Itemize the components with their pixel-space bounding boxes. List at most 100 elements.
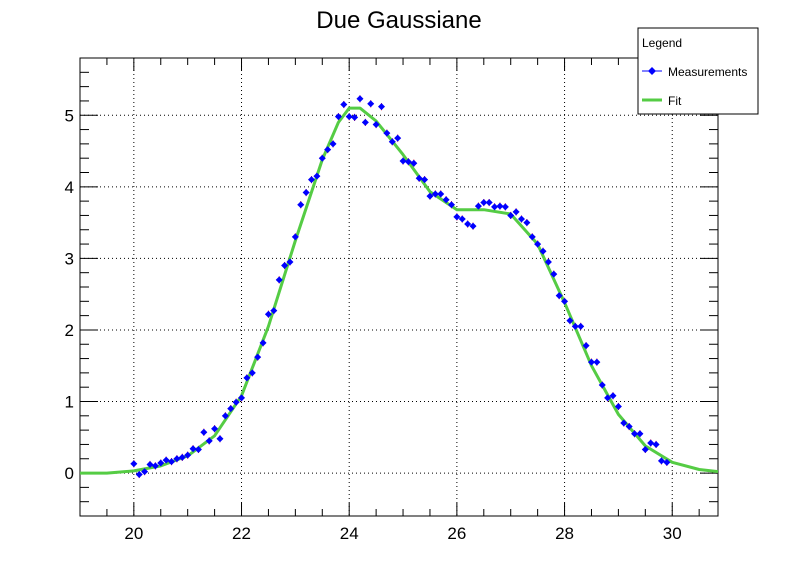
data-point: [507, 211, 515, 219]
data-point: [609, 392, 617, 400]
data-point: [571, 322, 579, 330]
x-tick-label: 20: [124, 524, 143, 543]
data-point: [620, 419, 628, 427]
data-point: [421, 176, 429, 184]
data-point: [238, 394, 246, 402]
data-point: [587, 358, 595, 366]
data-point: [383, 129, 391, 137]
data-point: [636, 430, 644, 438]
x-tick-labels: 20 22 24 26 28 30: [124, 524, 681, 543]
data-point: [313, 172, 321, 180]
data-point: [130, 460, 138, 468]
data-point: [367, 100, 375, 108]
data-point: [345, 113, 353, 121]
y-tick-label: 0: [65, 464, 74, 483]
x-tick-label: 28: [555, 524, 574, 543]
data-point: [378, 103, 386, 111]
data-point: [415, 174, 423, 182]
data-point: [281, 262, 289, 270]
data-point: [184, 451, 192, 459]
x-tick-label: 30: [663, 524, 682, 543]
data-point: [480, 199, 488, 207]
data-point: [232, 398, 240, 406]
data-point: [647, 439, 655, 447]
data-point: [162, 456, 170, 464]
data-point: [329, 140, 337, 148]
data-point: [641, 445, 649, 453]
data-point: [404, 158, 412, 166]
data-point: [550, 270, 558, 278]
data-point: [157, 459, 165, 467]
data-point: [577, 322, 585, 330]
data-point: [356, 95, 364, 103]
data-point: [216, 435, 224, 443]
data-point: [211, 425, 219, 433]
y-tick-label: 1: [65, 393, 74, 412]
data-point: [270, 307, 278, 315]
data-point: [544, 258, 552, 266]
data-point: [286, 258, 294, 266]
data-point: [254, 353, 262, 361]
data-point: [657, 457, 665, 465]
data-point: [173, 455, 181, 463]
data-point: [146, 460, 154, 468]
data-point: [539, 247, 547, 255]
data-point: [399, 157, 407, 165]
y-tick-label: 4: [65, 178, 74, 197]
chart-title: Due Gaussiane: [316, 7, 481, 34]
data-point: [517, 215, 525, 223]
data-point: [625, 423, 633, 431]
data-point: [582, 342, 590, 350]
data-point: [135, 470, 143, 478]
data-point: [227, 405, 235, 413]
data-point: [351, 113, 359, 121]
data-point: [496, 202, 504, 210]
data-point: [189, 445, 197, 453]
y-tick-label: 2: [65, 321, 74, 340]
data-point: [458, 215, 466, 223]
x-tick-label: 26: [447, 524, 466, 543]
grid: [80, 58, 718, 516]
data-point: [264, 310, 272, 318]
data-point: [248, 369, 256, 377]
data-point: [318, 154, 326, 162]
data-point: [297, 201, 305, 209]
x-tick-label: 22: [232, 524, 251, 543]
data-point: [523, 219, 531, 227]
data-point: [474, 202, 482, 210]
legend-fit-label: Fit: [668, 94, 682, 108]
data-point: [528, 233, 536, 241]
data-point: [491, 203, 499, 211]
data-point: [259, 339, 267, 347]
data-point: [302, 189, 310, 197]
data-point: [178, 453, 186, 461]
data-point: [464, 220, 472, 228]
data-point: [308, 176, 316, 184]
data-point: [243, 374, 251, 382]
data-point: [437, 190, 445, 198]
data-point: [410, 159, 418, 167]
x-tick-label: 24: [340, 524, 359, 543]
y-tick-label: 3: [65, 249, 74, 268]
legend: Legend Measurements Fit: [637, 27, 759, 115]
data-point: [168, 458, 176, 466]
data-point: [141, 468, 149, 476]
legend-title: Legend: [642, 36, 682, 50]
data-point: [512, 208, 520, 216]
data-point: [324, 146, 332, 154]
data-point: [485, 199, 493, 207]
data-point: [598, 381, 606, 389]
y-tick-label: 5: [65, 106, 74, 125]
data-point: [151, 462, 159, 470]
data-point: [663, 458, 671, 466]
data-point: [447, 201, 455, 209]
data-point: [604, 394, 612, 402]
y-tick-labels: 0 1 2 3 4 5: [65, 106, 74, 483]
data-point: [652, 440, 660, 448]
data-point: [593, 358, 601, 366]
data-point: [442, 196, 450, 204]
data-point: [534, 240, 542, 248]
axis-ticks: [80, 58, 718, 516]
data-point: [194, 445, 202, 453]
